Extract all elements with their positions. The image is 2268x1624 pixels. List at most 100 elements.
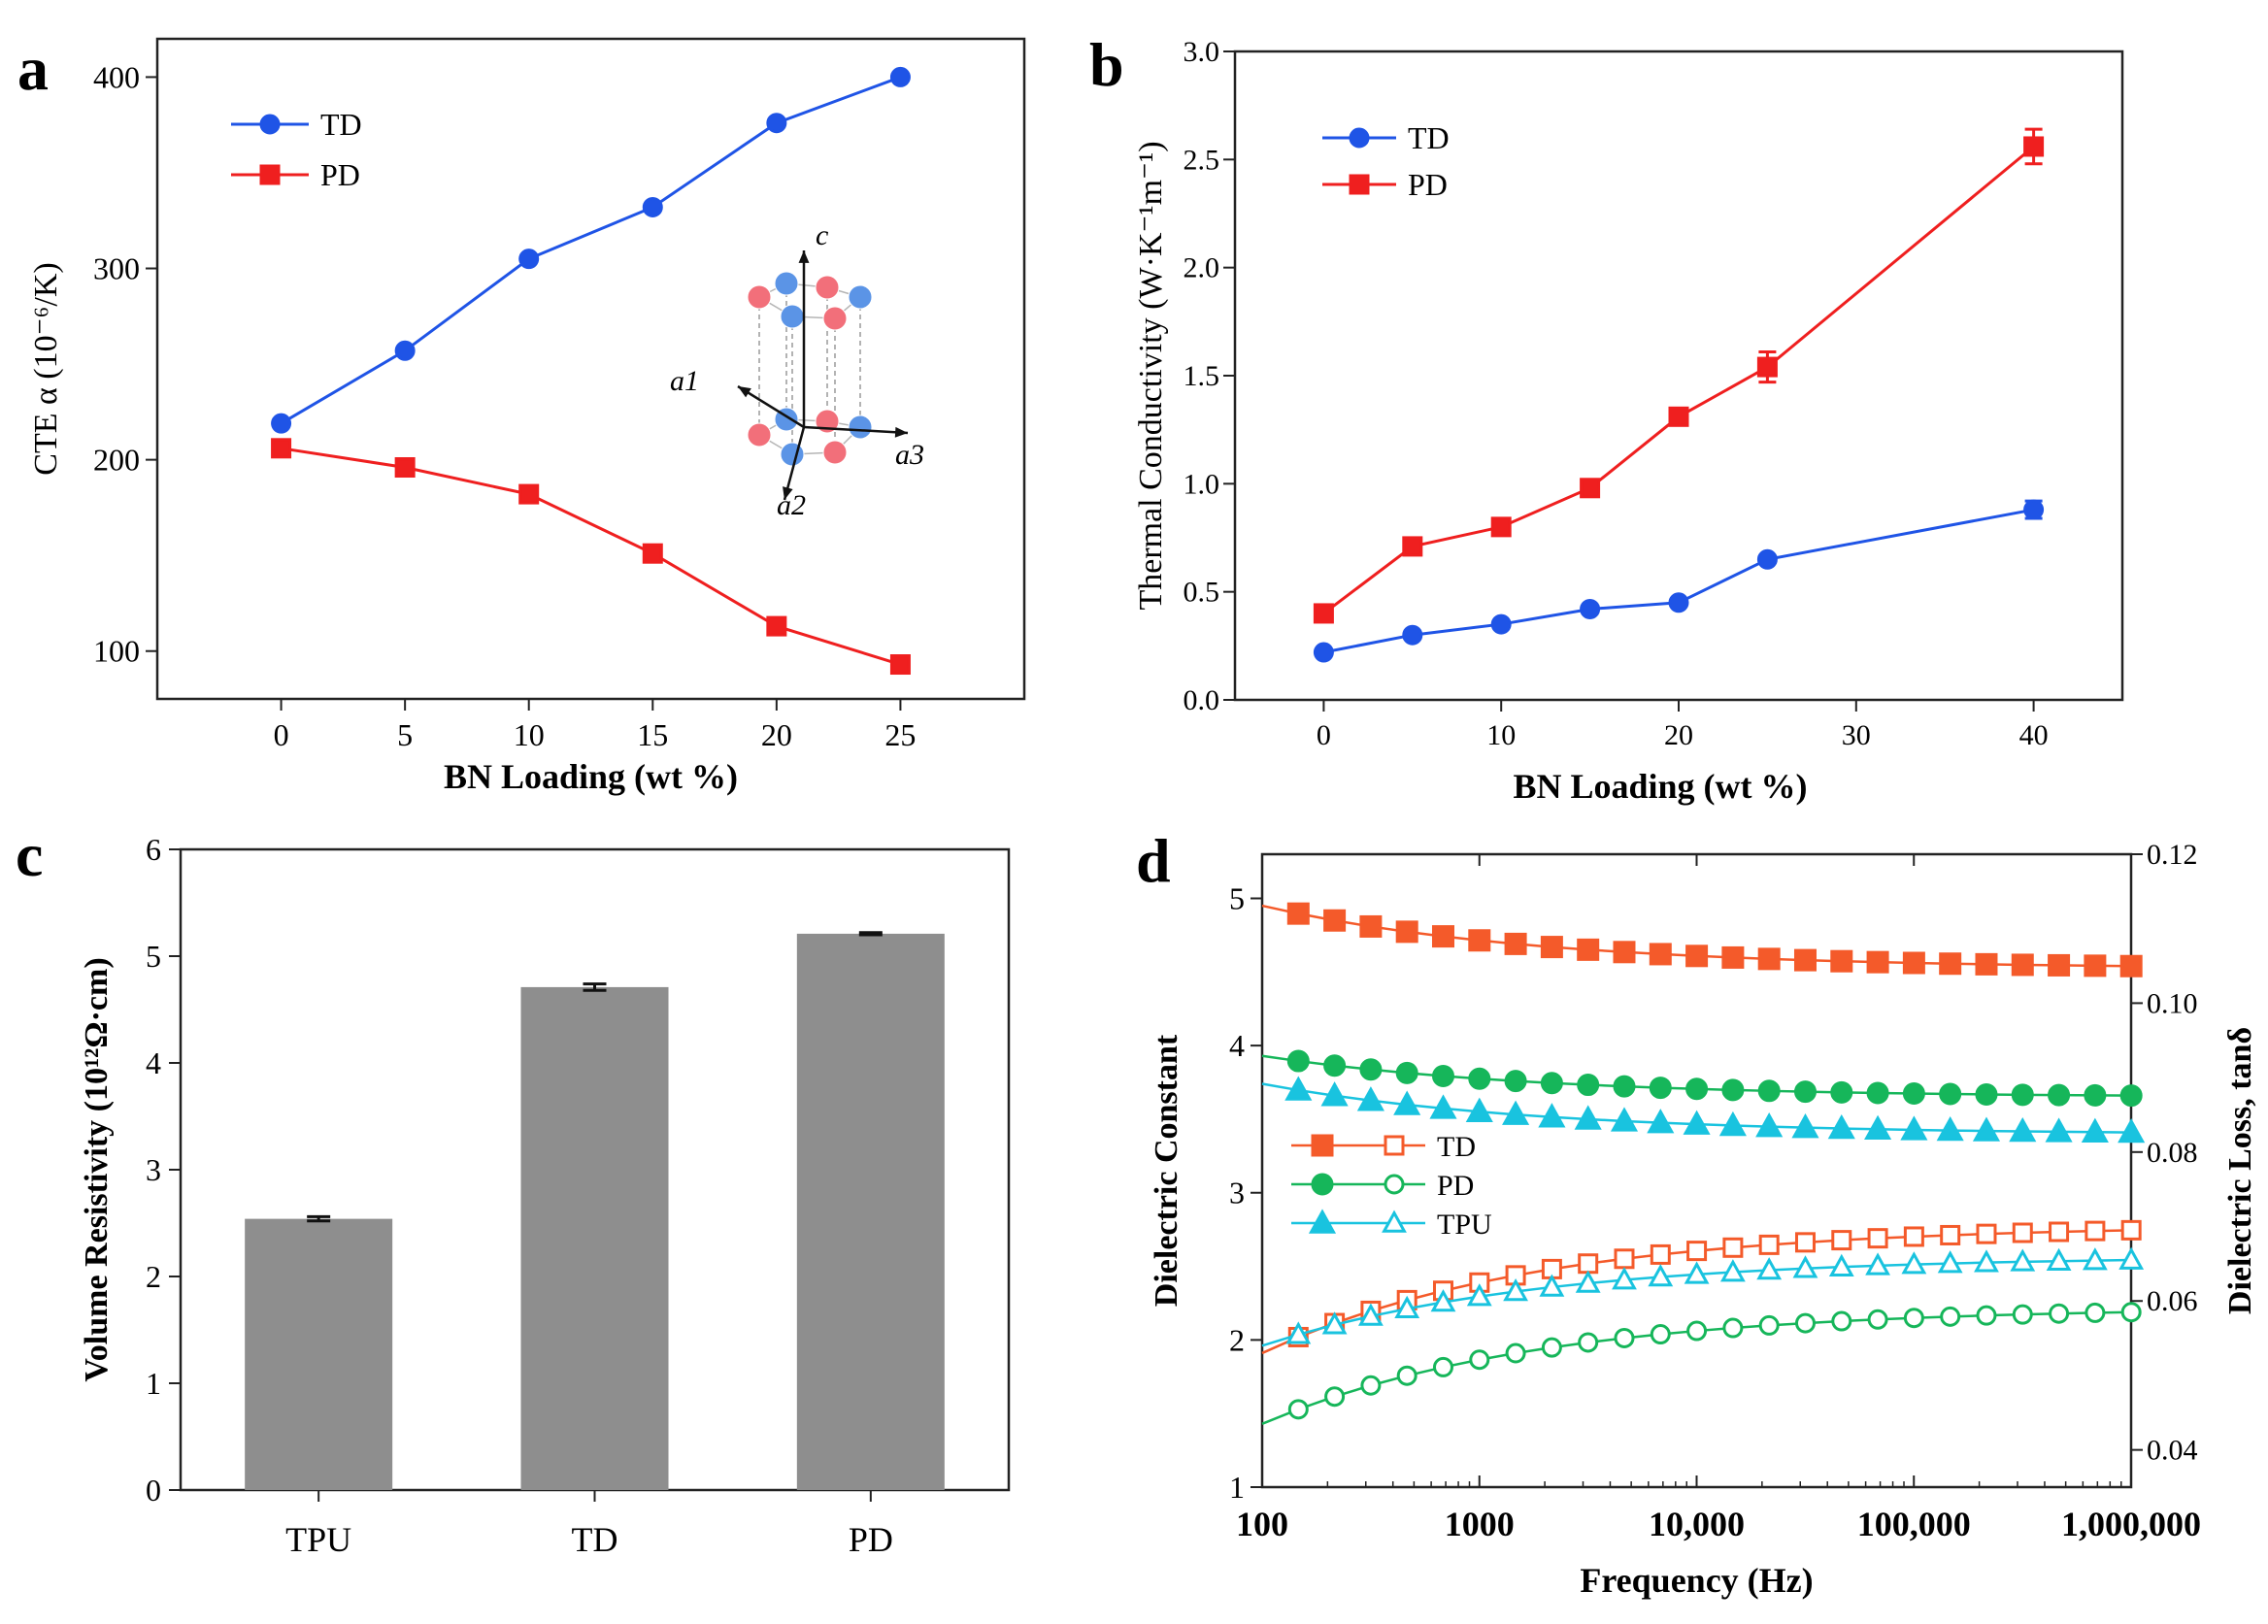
y-tick-label: 100 xyxy=(93,634,140,669)
legend-label-tpu: TPU xyxy=(1437,1209,1492,1241)
dielectric-constant-point-td xyxy=(1757,947,1781,971)
dielectric-constant-point-pd xyxy=(1721,1078,1745,1102)
dielectric-loss-point-td xyxy=(1758,1234,1780,1255)
dielectric-constant-point-pd xyxy=(2011,1083,2034,1107)
inset-atom xyxy=(822,440,848,465)
legend-marker-open-pd xyxy=(1384,1174,1405,1195)
dielectric-constant-point-td xyxy=(1286,902,1310,925)
data-point-td xyxy=(889,66,911,87)
dielectric-loss-point-pd xyxy=(1505,1342,1526,1364)
dielectric-constant-point-tpu xyxy=(1755,1112,1784,1138)
dielectric-loss-point-pd xyxy=(2012,1304,2033,1325)
panel-label-a: a xyxy=(17,34,49,103)
x-tick-label: 40 xyxy=(2019,719,2049,751)
data-point-td xyxy=(642,196,663,217)
inset-axis-label: a3 xyxy=(895,439,924,471)
plot-frame xyxy=(155,37,1026,701)
dielectric-loss-point-tpu xyxy=(1974,1249,1999,1273)
inset-axis-label: c xyxy=(816,219,828,251)
dielectric-constant-point-td xyxy=(2048,953,2071,977)
x-tick-label: TD xyxy=(572,1520,618,1559)
legend-label-pd: PD xyxy=(1408,167,1448,202)
dielectric-loss-point-td xyxy=(2049,1221,2070,1243)
dielectric-loss-point-td xyxy=(1794,1232,1816,1253)
dielectric-loss-point-tpu xyxy=(1792,1255,1818,1278)
dielectric-constant-point-tpu xyxy=(1284,1076,1313,1101)
inset-axis-arrow xyxy=(803,425,909,435)
data-point-td xyxy=(1313,642,1334,663)
dielectric-constant-point-td xyxy=(1793,948,1817,972)
dielectric-loss-point-tpu xyxy=(1394,1295,1420,1319)
inset-arrowhead xyxy=(798,250,810,263)
dielectric-constant-point-pd xyxy=(1830,1080,1853,1104)
dielectric-loss-point-tpu xyxy=(1575,1270,1601,1293)
dielectric-constant-point-pd xyxy=(1685,1077,1709,1101)
dielectric-loss-point-pd xyxy=(1940,1306,1961,1327)
dielectric-constant-point-td xyxy=(1395,920,1418,944)
legend-marker-td xyxy=(1349,127,1370,149)
dielectric-constant-point-tpu xyxy=(2081,1117,2109,1143)
dielectric-constant-point-pd xyxy=(1613,1075,1636,1098)
dielectric-constant-point-td xyxy=(2084,954,2107,978)
dielectric-loss-point-td xyxy=(1614,1248,1635,1270)
dielectric-constant-point-tpu xyxy=(1610,1107,1639,1132)
dielectric-loss-point-tpu xyxy=(2010,1248,2036,1272)
dielectric-loss-point-tpu xyxy=(1503,1278,1528,1302)
dielectric-constant-point-td xyxy=(1721,945,1745,969)
series-line-td xyxy=(1323,508,2034,654)
dielectric-loss-point-td xyxy=(1578,1253,1599,1275)
y-right-tick-label: 0.06 xyxy=(2147,1285,2198,1317)
dielectric-loss-point-pd xyxy=(1758,1314,1780,1336)
x-tick-label: TPU xyxy=(285,1520,351,1559)
dielectric-constant-point-td xyxy=(1504,932,1527,955)
dielectric-loss-point-pd xyxy=(1541,1337,1562,1358)
dielectric-constant-point-tpu xyxy=(1647,1109,1675,1134)
dielectric-constant-point-tpu xyxy=(1683,1110,1711,1135)
y-tick-label: 1.5 xyxy=(1184,360,1220,392)
inset-arrowhead xyxy=(783,486,793,500)
inset-atom xyxy=(822,306,848,331)
y-tick-label: 5 xyxy=(1229,880,1245,915)
y-right-tick-label: 0.10 xyxy=(2147,987,2198,1019)
y-tick-label: 0 xyxy=(146,1473,161,1508)
dielectric-loss-point-tpu xyxy=(1612,1267,1637,1290)
dielectric-constant-point-tpu xyxy=(2009,1116,2037,1143)
data-point-pd xyxy=(766,615,787,637)
dielectric-constant-point-pd xyxy=(2119,1084,2143,1108)
dielectric-constant-point-pd xyxy=(1866,1081,1889,1105)
dielectric-loss-point-pd xyxy=(1831,1310,1852,1332)
y-tick-label: 200 xyxy=(93,443,140,478)
x-tick-label: 30 xyxy=(1842,719,1871,751)
dielectric-constant-point-td xyxy=(1431,925,1454,948)
series-line-pd xyxy=(1322,145,2035,615)
data-point-td xyxy=(2023,499,2045,520)
dielectric-loss-point-pd xyxy=(2120,1302,2142,1323)
dielectric-loss-point-td xyxy=(1686,1241,1708,1262)
dielectric-loss-point-tpu xyxy=(2118,1246,2145,1270)
x-axis-label: Frequency (Hz) xyxy=(1580,1561,1813,1600)
dielectric-constant-point-pd xyxy=(1939,1082,1962,1106)
dielectric-loss-point-pd xyxy=(1578,1332,1599,1353)
dielectric-constant-point-pd xyxy=(1359,1058,1383,1081)
dielectric-constant-point-tpu xyxy=(1827,1113,1855,1140)
dielectric-constant-point-tpu xyxy=(1972,1116,2001,1142)
dielectric-loss-point-tpu xyxy=(1466,1283,1492,1307)
dielectric-constant-point-td xyxy=(1649,943,1672,966)
y-tick-label: 400 xyxy=(93,59,140,94)
y-tick-label: 1 xyxy=(146,1366,161,1401)
dielectric-constant-point-td xyxy=(1685,945,1709,968)
dielectric-constant-point-td xyxy=(1975,952,1998,976)
data-point-pd xyxy=(1580,478,1601,499)
legend-label-td: TD xyxy=(1437,1131,1476,1163)
dielectric-loss-point-pd xyxy=(1432,1356,1453,1377)
x-tick-label: 0 xyxy=(274,717,289,752)
x-tick-label: PD xyxy=(849,1520,893,1559)
dielectric-constant-point-tpu xyxy=(1791,1113,1819,1139)
x-tick-label: 0 xyxy=(1317,719,1331,751)
y-axis-label: Dielectric Constant xyxy=(1149,1034,1184,1307)
dielectric-constant-point-td xyxy=(1830,949,1853,973)
x-axis-label: BN Loading (wt %) xyxy=(444,757,738,796)
dielectric-loss-point-td xyxy=(1722,1237,1744,1258)
dielectric-constant-point-pd xyxy=(1540,1072,1563,1095)
inset-arrowhead xyxy=(738,386,751,398)
